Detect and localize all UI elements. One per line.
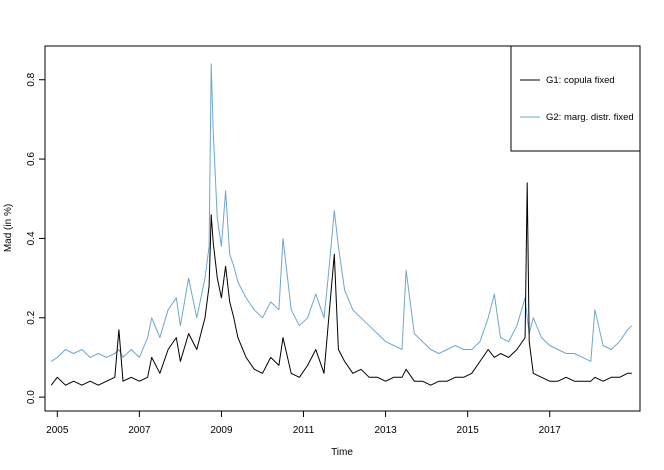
y-tick-label: 0.0	[26, 390, 37, 404]
x-tick-label: 2007	[128, 425, 151, 436]
y-axis: 0.0 0.2 0.4 0.6 0.8	[26, 72, 46, 404]
y-axis-label: Mad (in %)	[3, 204, 14, 252]
legend-label-g1: G1: copula fixed	[546, 75, 615, 86]
x-tick-label: 2011	[293, 425, 315, 436]
y-tick-label: 0.6	[26, 152, 37, 166]
series-layer	[50, 63, 633, 386]
x-tick-label: 2009	[210, 425, 233, 436]
x-axis-label: Time	[331, 447, 353, 458]
x-tick-label: 2017	[539, 425, 562, 436]
y-tick-label: 0.2	[26, 310, 37, 324]
x-tick-label: 2005	[46, 425, 69, 436]
x-tick-label: 2015	[457, 425, 480, 436]
y-tick-label: 0.4	[26, 231, 37, 245]
series-line-g1	[50, 182, 632, 386]
legend: G1: copula fixed G2: marg. distr. fixed	[510, 45, 641, 152]
x-tick-label: 2013	[374, 425, 397, 436]
legend-box	[510, 45, 641, 152]
y-tick-label: 0.8	[26, 72, 37, 86]
legend-label-g2: G2: marg. distr. fixed	[546, 112, 634, 123]
x-axis: 2005 2007 2009 2011 2013 2015 2017	[46, 410, 562, 436]
